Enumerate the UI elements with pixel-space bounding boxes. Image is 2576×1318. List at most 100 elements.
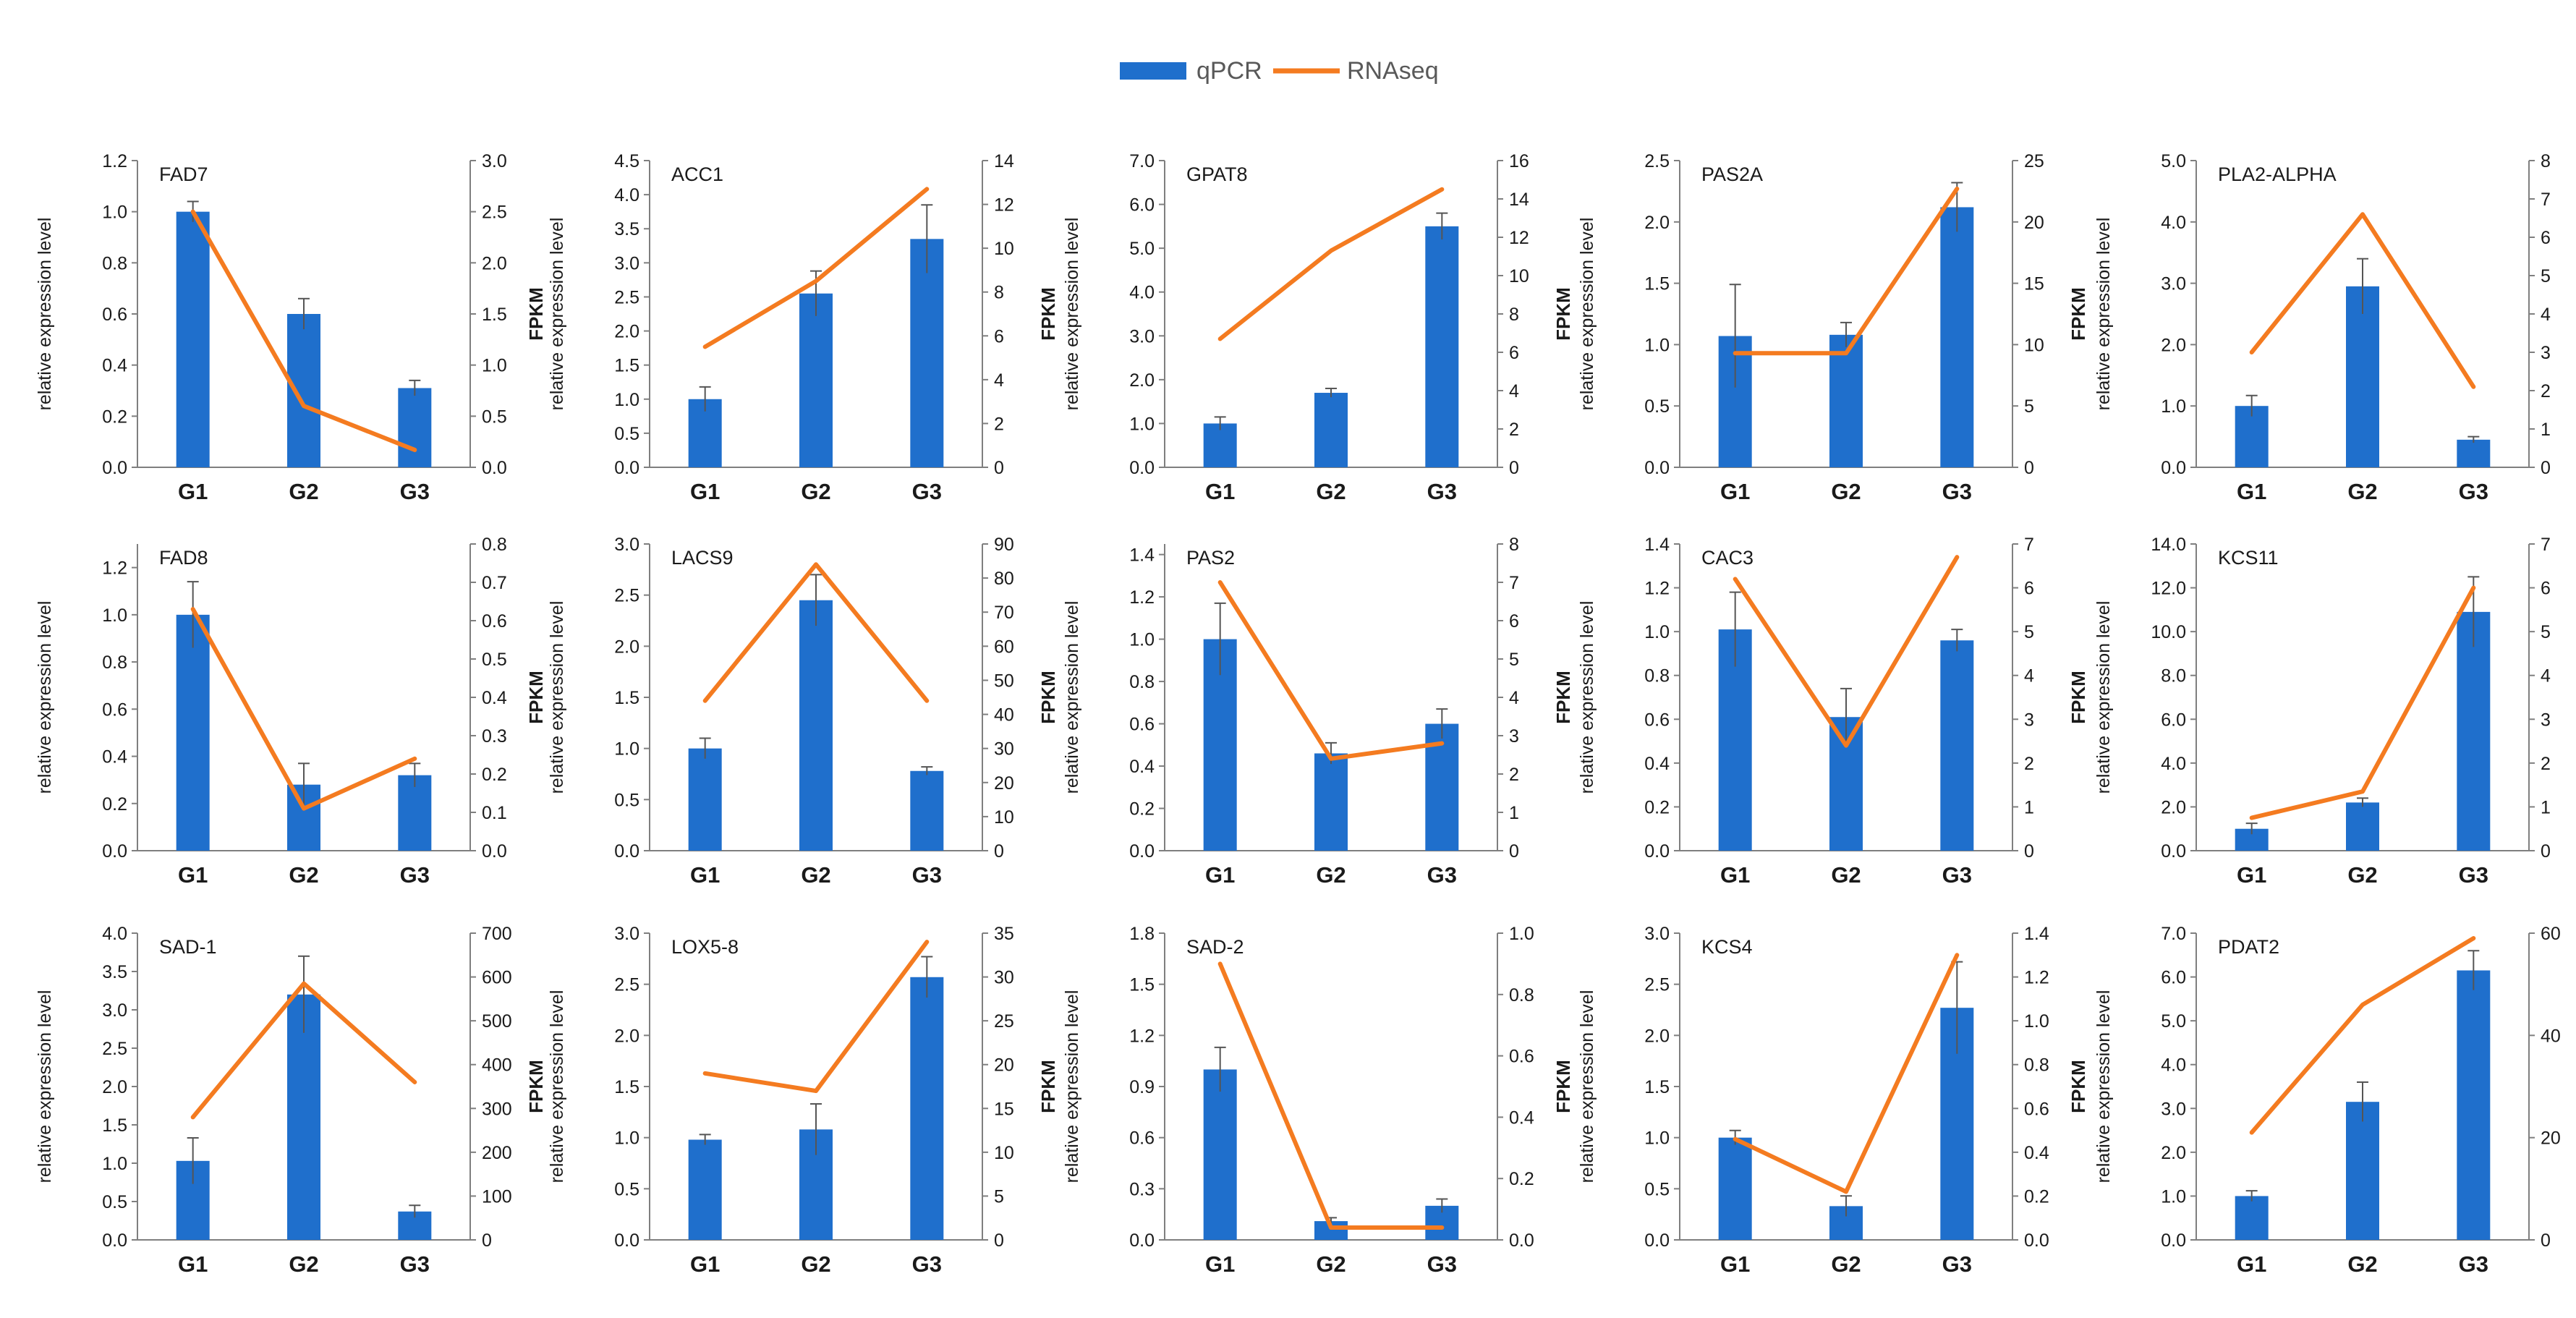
right-axis-title: FPKM: [1037, 671, 1059, 724]
right-tick-label: 0: [482, 1230, 492, 1251]
qpcr-bar: [799, 293, 833, 467]
left-axis-title: relative expression level: [1577, 218, 1597, 411]
left-tick-label: 0.6: [102, 305, 127, 325]
chart-title: FAD8: [159, 547, 208, 569]
right-tick-label: 3.0: [482, 151, 507, 171]
legend-qpcr-swatch: [1120, 62, 1186, 80]
left-tick-label: 3.0: [614, 535, 639, 555]
chart-title: SAD-2: [1186, 936, 1244, 958]
left-tick-label: 0.4: [1644, 754, 1670, 774]
rnaseq-line: [2249, 585, 2476, 820]
right-tick-label: 2.0: [482, 253, 507, 273]
rnaseq-line: [1217, 187, 1445, 341]
right-tick-label: 10: [1509, 266, 1529, 286]
left-tick-label: 3.0: [614, 253, 639, 273]
right-tick-label: 50: [994, 671, 1014, 691]
left-tick-label: 2.0: [102, 1077, 127, 1097]
right-axis-title: FPKM: [1037, 1060, 1059, 1113]
qpcr-bar: [398, 775, 432, 851]
qpcr-bar: [1940, 640, 1974, 851]
qpcr-bar: [398, 388, 432, 467]
chart-title: GPAT8: [1186, 163, 1248, 185]
rnaseq-line: [190, 607, 417, 811]
left-axis-title: relative expression level: [1062, 601, 1082, 794]
left-tick-label: 2.0: [1644, 213, 1670, 233]
chart-panel-sad-2: 0.0 0.3 0.6 0.9 1.2 1.5 1.8 0.0 0.2 0.4 0.6 0.8 1.0 r…: [1062, 924, 1574, 1277]
left-tick-label: 7.0: [1129, 151, 1155, 171]
right-tick-label: 90: [994, 535, 1014, 555]
right-axis-title: FPKM: [525, 671, 547, 724]
right-tick-label: 5: [2541, 266, 2551, 286]
left-tick-label: 0.8: [1644, 666, 1670, 686]
right-tick-label: 10: [994, 1143, 1014, 1163]
right-tick-label: 1: [2541, 797, 2551, 817]
left-tick-label: 2.0: [614, 637, 639, 657]
right-tick-label: 1.0: [482, 356, 507, 376]
right-tick-label: 0.2: [482, 765, 507, 785]
legend-rnaseq-label: RNAseq: [1347, 57, 1439, 85]
right-tick-label: 10: [994, 239, 1014, 259]
category-label: G3: [2459, 1251, 2488, 1277]
right-tick-label: 0.8: [482, 535, 507, 555]
chart-title: SAD-1: [159, 936, 217, 958]
right-tick-label: 2: [2541, 381, 2551, 401]
right-tick-label: 100: [482, 1186, 512, 1207]
left-tick-label: 0.8: [102, 253, 127, 273]
right-tick-label: 0.8: [2024, 1055, 2049, 1076]
left-axis-title: relative expression level: [1062, 218, 1082, 411]
left-tick-label: 0.5: [614, 424, 639, 444]
left-axis-title: relative expression level: [2093, 218, 2114, 411]
right-tick-label: 60: [994, 637, 1014, 657]
category-label: G3: [1942, 479, 1972, 504]
qpcr-bar: [910, 977, 944, 1240]
left-tick-label: 6.0: [2161, 968, 2186, 988]
qpcr-bar: [2457, 439, 2491, 467]
right-tick-label: 7: [2024, 535, 2034, 555]
right-tick-label: 2: [2024, 754, 2034, 774]
left-tick-label: 3.0: [1129, 326, 1155, 346]
right-tick-label: 0.6: [1509, 1047, 1534, 1067]
qpcr-bar: [2457, 611, 2491, 851]
right-tick-label: 3: [2541, 710, 2551, 730]
left-tick-label: 0.5: [1644, 396, 1670, 417]
left-tick-label: 0.6: [1644, 710, 1670, 730]
right-tick-label: 70: [994, 603, 1014, 623]
category-label: G2: [1316, 862, 1346, 888]
chart-title: LOX5-8: [671, 936, 739, 958]
category-label: G3: [912, 862, 942, 888]
category-label: G2: [801, 862, 830, 888]
qpcr-bar: [1203, 423, 1237, 467]
category-label: G1: [178, 479, 208, 504]
left-tick-label: 1.0: [1644, 1128, 1670, 1149]
left-tick-label: 10.0: [2151, 622, 2186, 642]
left-tick-label: 3.0: [2161, 1099, 2186, 1119]
chart-panel-pas2: 0.0 0.2 0.4 0.6 0.8 1.0 1.2 1.4 0 1 2 3 4 5 6 7 8 relativ…: [1062, 535, 1574, 888]
qpcr-bar: [287, 314, 320, 467]
left-tick-label: 0.0: [1644, 1230, 1670, 1251]
left-tick-label: 0.2: [102, 794, 127, 815]
right-tick-label: 15: [994, 1099, 1014, 1119]
chart-panel-gpat8: 0.0 1.0 2.0 3.0 4.0 5.0 6.0 7.0 0 2 4 6 8 10 12 14 16 rel…: [1062, 151, 1574, 504]
left-tick-label: 0.5: [614, 790, 639, 810]
left-tick-label: 0.9: [1129, 1077, 1155, 1097]
right-tick-label: 200: [482, 1143, 512, 1163]
left-tick-label: 1.0: [1644, 335, 1670, 355]
left-tick-label: 0.0: [614, 458, 639, 478]
left-tick-label: 3.0: [102, 1000, 127, 1021]
left-tick-label: 6.0: [2161, 710, 2186, 730]
left-tick-label: 1.5: [614, 356, 639, 376]
right-tick-label: 4: [1509, 688, 1519, 708]
right-tick-label: 0.8: [1509, 985, 1534, 1005]
left-tick-label: 1.0: [102, 1154, 127, 1174]
chart-panel-lacs9: 0.0 0.5 1.0 1.5 2.0 2.5 3.0 0 10 20 30 40 50 60 70 80 90…: [547, 535, 1059, 888]
left-tick-label: 1.5: [614, 688, 639, 708]
left-tick-label: 1.0: [1644, 622, 1670, 642]
qpcr-bar: [2235, 1196, 2269, 1240]
category-label: G2: [2347, 1251, 2377, 1277]
chart-title: CAC3: [1701, 547, 1754, 569]
left-tick-label: 0.4: [1129, 757, 1155, 777]
left-tick-label: 0.0: [2161, 841, 2186, 862]
right-axis-title: FPKM: [525, 1060, 547, 1113]
left-tick-label: 2.0: [1644, 1026, 1670, 1046]
right-tick-label: 1: [1509, 803, 1519, 823]
